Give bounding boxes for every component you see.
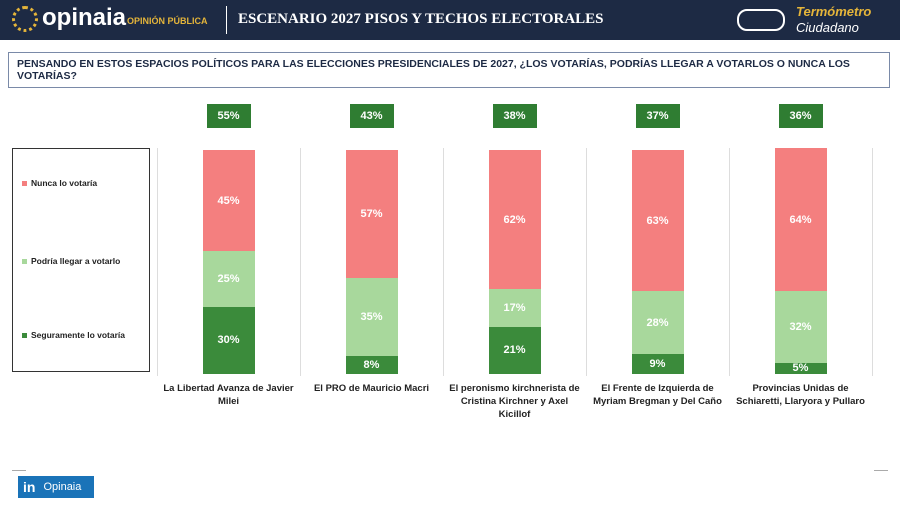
- divider: [729, 148, 730, 376]
- bar-segment: 64%: [774, 148, 827, 292]
- legend-entry: Nunca lo votaría: [22, 178, 97, 188]
- bar-segment: 5%: [774, 362, 827, 374]
- bar-segment: 63%: [631, 150, 684, 292]
- header: opinaia OPINIÓN PÚBLICA ESCENARIO 2027 P…: [0, 0, 900, 40]
- bar-segment: 21%: [488, 327, 541, 374]
- linkedin-button[interactable]: in Opinaia: [18, 476, 94, 498]
- linkedin-icon: in: [23, 479, 36, 495]
- badge-icon: [737, 9, 785, 31]
- divider: [586, 148, 587, 376]
- question: PENSANDO EN ESTOS ESPACIOS POLÍTICOS PAR…: [8, 52, 890, 88]
- brand-tag: OPINIÓN PÚBLICA: [127, 16, 208, 26]
- brand: opinaia: [42, 4, 127, 31]
- bar-segment: 35%: [345, 277, 398, 357]
- bar-segment: 17%: [488, 288, 541, 327]
- category-label: El PRO de Mauricio Macri: [313, 383, 430, 394]
- legend-entry: Podría llegar a votarlo: [22, 256, 120, 266]
- bar-segment: 32%: [774, 291, 827, 363]
- bar-segment: 8%: [345, 356, 398, 374]
- total-label: 55%: [206, 104, 251, 128]
- logo-icon: [12, 6, 38, 32]
- rule: [12, 470, 26, 471]
- badge-line2: Ciudadano: [796, 20, 859, 35]
- divider: [872, 148, 873, 376]
- legend-entry: Seguramente lo votaría: [22, 330, 125, 340]
- category-label: Provincias Unidas de Schiaretti, Llaryor…: [736, 383, 865, 407]
- category-label: El peronismo kirchnerista de Cristina Ki…: [449, 383, 580, 420]
- legend-label: Seguramente lo votaría: [31, 330, 126, 340]
- legend-box: [12, 148, 150, 372]
- legend-swatch: [22, 332, 27, 338]
- bar-segment: 57%: [345, 150, 398, 278]
- divider: [157, 148, 158, 376]
- bar-segment: 9%: [631, 353, 684, 374]
- badge-line1: Termómetro: [796, 4, 872, 19]
- divider: [300, 148, 301, 376]
- legend-label: Podría llegar a votarlo: [31, 256, 121, 266]
- separator: [226, 6, 227, 34]
- legend-swatch: [22, 180, 27, 186]
- bar-segment: 30%: [202, 306, 255, 374]
- total-label: 38%: [492, 104, 537, 128]
- bar-segment: 28%: [631, 291, 684, 354]
- total-label: 37%: [635, 104, 680, 128]
- legend-swatch: [22, 258, 27, 264]
- rule: [874, 470, 888, 471]
- bar-segment: 45%: [202, 150, 255, 251]
- bar-segment: 62%: [488, 150, 541, 289]
- bar-segment: 25%: [202, 250, 255, 307]
- linkedin-label: Opinaia: [43, 481, 82, 493]
- divider: [443, 148, 444, 376]
- legend-label: Nunca lo votaría: [31, 178, 98, 188]
- total-label: 36%: [778, 104, 823, 128]
- header-title: ESCENARIO 2027 PISOS Y TECHOS ELECTORALE…: [238, 11, 604, 27]
- total-label: 43%: [349, 104, 394, 128]
- category-label: La Libertad Avanza de Javier Milei: [163, 383, 294, 407]
- category-label: El Frente de Izquierda de Myriam Bregman…: [593, 383, 722, 407]
